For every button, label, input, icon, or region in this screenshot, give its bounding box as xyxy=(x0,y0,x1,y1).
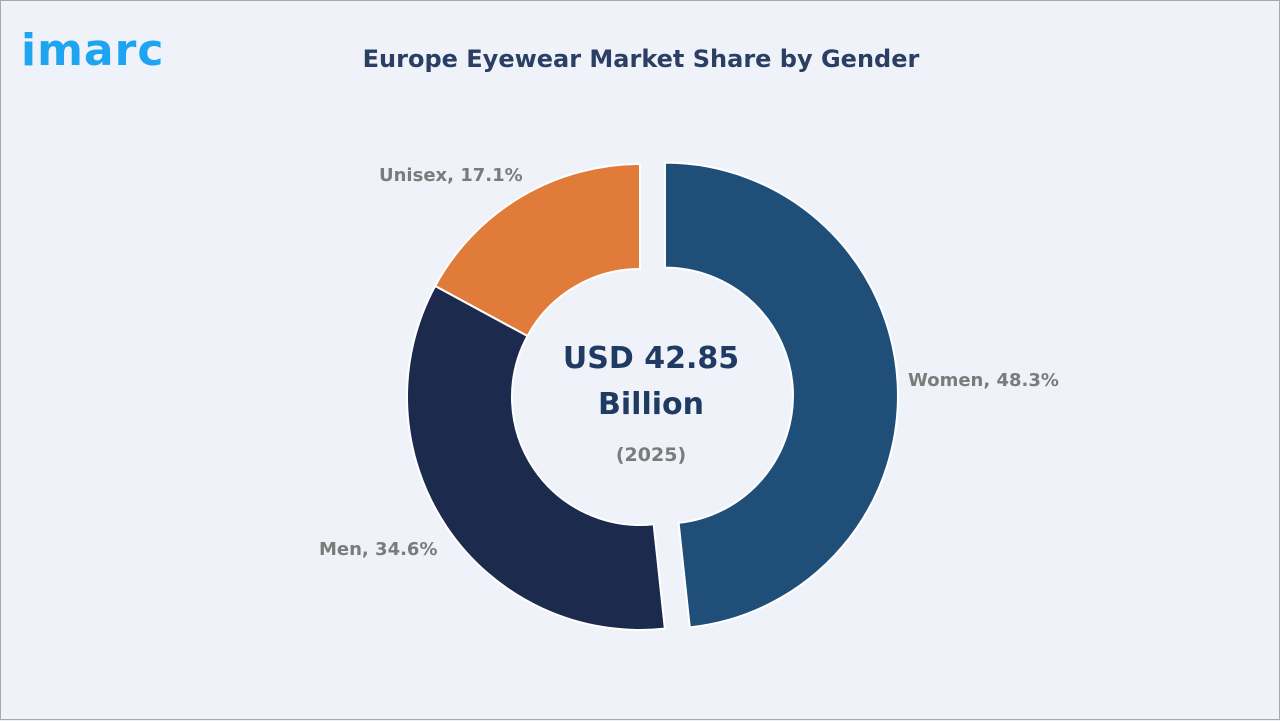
center-year: (2025) xyxy=(615,444,687,466)
label-men: Men, 34.6% xyxy=(319,539,438,560)
label-women: Women, 48.3% xyxy=(908,370,1059,391)
center-value: USD 42.85 xyxy=(562,341,740,376)
label-unisex: Unisex, 17.1% xyxy=(379,165,523,186)
chart-title: Europe Eyewear Market Share by Gender xyxy=(1,45,1280,73)
center-unit: Billion xyxy=(598,387,704,422)
slice-women xyxy=(663,161,899,629)
slice-unisex xyxy=(433,162,641,338)
chart-title-text: Europe Eyewear Market Share by Gender xyxy=(362,45,920,73)
imarc-logo: imarc xyxy=(21,25,165,76)
slice-men xyxy=(406,284,666,631)
